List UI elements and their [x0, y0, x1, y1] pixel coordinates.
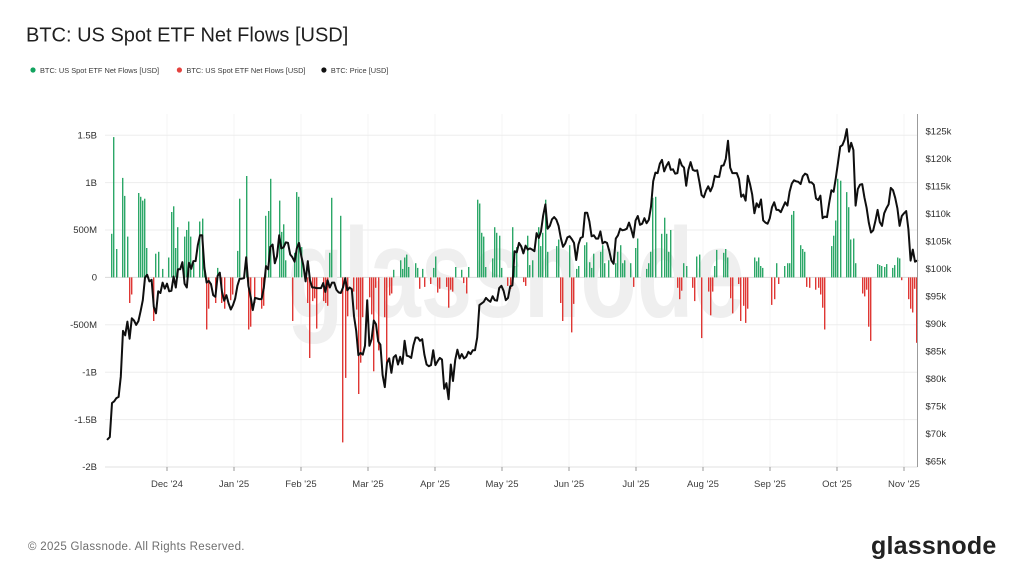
svg-text:0: 0	[92, 273, 97, 284]
svg-text:Mar '25: Mar '25	[352, 479, 383, 490]
svg-text:$85k: $85k	[926, 347, 947, 358]
svg-text:-500M: -500M	[70, 320, 97, 331]
svg-text:Sep '25: Sep '25	[754, 479, 786, 490]
svg-text:Apr '25: Apr '25	[420, 479, 450, 490]
svg-text:$120k: $120k	[926, 154, 952, 165]
svg-text:$95k: $95k	[926, 292, 947, 303]
svg-text:$70k: $70k	[926, 429, 947, 440]
svg-text:$80k: $80k	[926, 374, 947, 385]
svg-text:1.5B: 1.5B	[77, 130, 97, 141]
svg-text:BTC: US Spot ETF Net Flows [US: BTC: US Spot ETF Net Flows [USD]	[186, 66, 305, 75]
svg-text:BTC: Price [USD]: BTC: Price [USD]	[331, 66, 389, 75]
svg-text:$90k: $90k	[926, 319, 947, 330]
svg-text:1B: 1B	[85, 178, 97, 189]
svg-text:$115k: $115k	[926, 182, 951, 193]
svg-text:$110k: $110k	[926, 209, 951, 220]
svg-text:-2B: -2B	[82, 462, 97, 473]
svg-text:$100k: $100k	[926, 264, 952, 275]
svg-text:$105k: $105k	[926, 237, 952, 248]
svg-text:Nov '25: Nov '25	[888, 479, 920, 490]
svg-text:Jan '25: Jan '25	[219, 479, 249, 490]
svg-text:$75k: $75k	[926, 402, 947, 413]
svg-text:Jun '25: Jun '25	[554, 479, 584, 490]
svg-text:Dec '24: Dec '24	[151, 479, 183, 490]
svg-text:Aug '25: Aug '25	[687, 479, 719, 490]
svg-text:glassnode: glassnode	[871, 532, 996, 560]
svg-text:May '25: May '25	[486, 479, 519, 490]
svg-text:Oct '25: Oct '25	[822, 479, 852, 490]
svg-text:© 2025 Glassnode. All Rights R: © 2025 Glassnode. All Rights Reserved.	[28, 541, 245, 553]
svg-text:Jul '25: Jul '25	[622, 479, 649, 490]
svg-text:-1B: -1B	[82, 367, 97, 378]
svg-text:Feb '25: Feb '25	[285, 479, 316, 490]
svg-text:$65k: $65k	[926, 457, 947, 468]
svg-text:-1.5B: -1.5B	[74, 415, 97, 426]
svg-text:BTC: US Spot ETF Net Flows [US: BTC: US Spot ETF Net Flows [USD]	[40, 66, 159, 75]
svg-text:500M: 500M	[73, 225, 97, 236]
svg-text:$125k: $125k	[926, 127, 952, 138]
svg-text:BTC: US Spot ETF Net Flows [US: BTC: US Spot ETF Net Flows [USD]	[26, 25, 348, 47]
